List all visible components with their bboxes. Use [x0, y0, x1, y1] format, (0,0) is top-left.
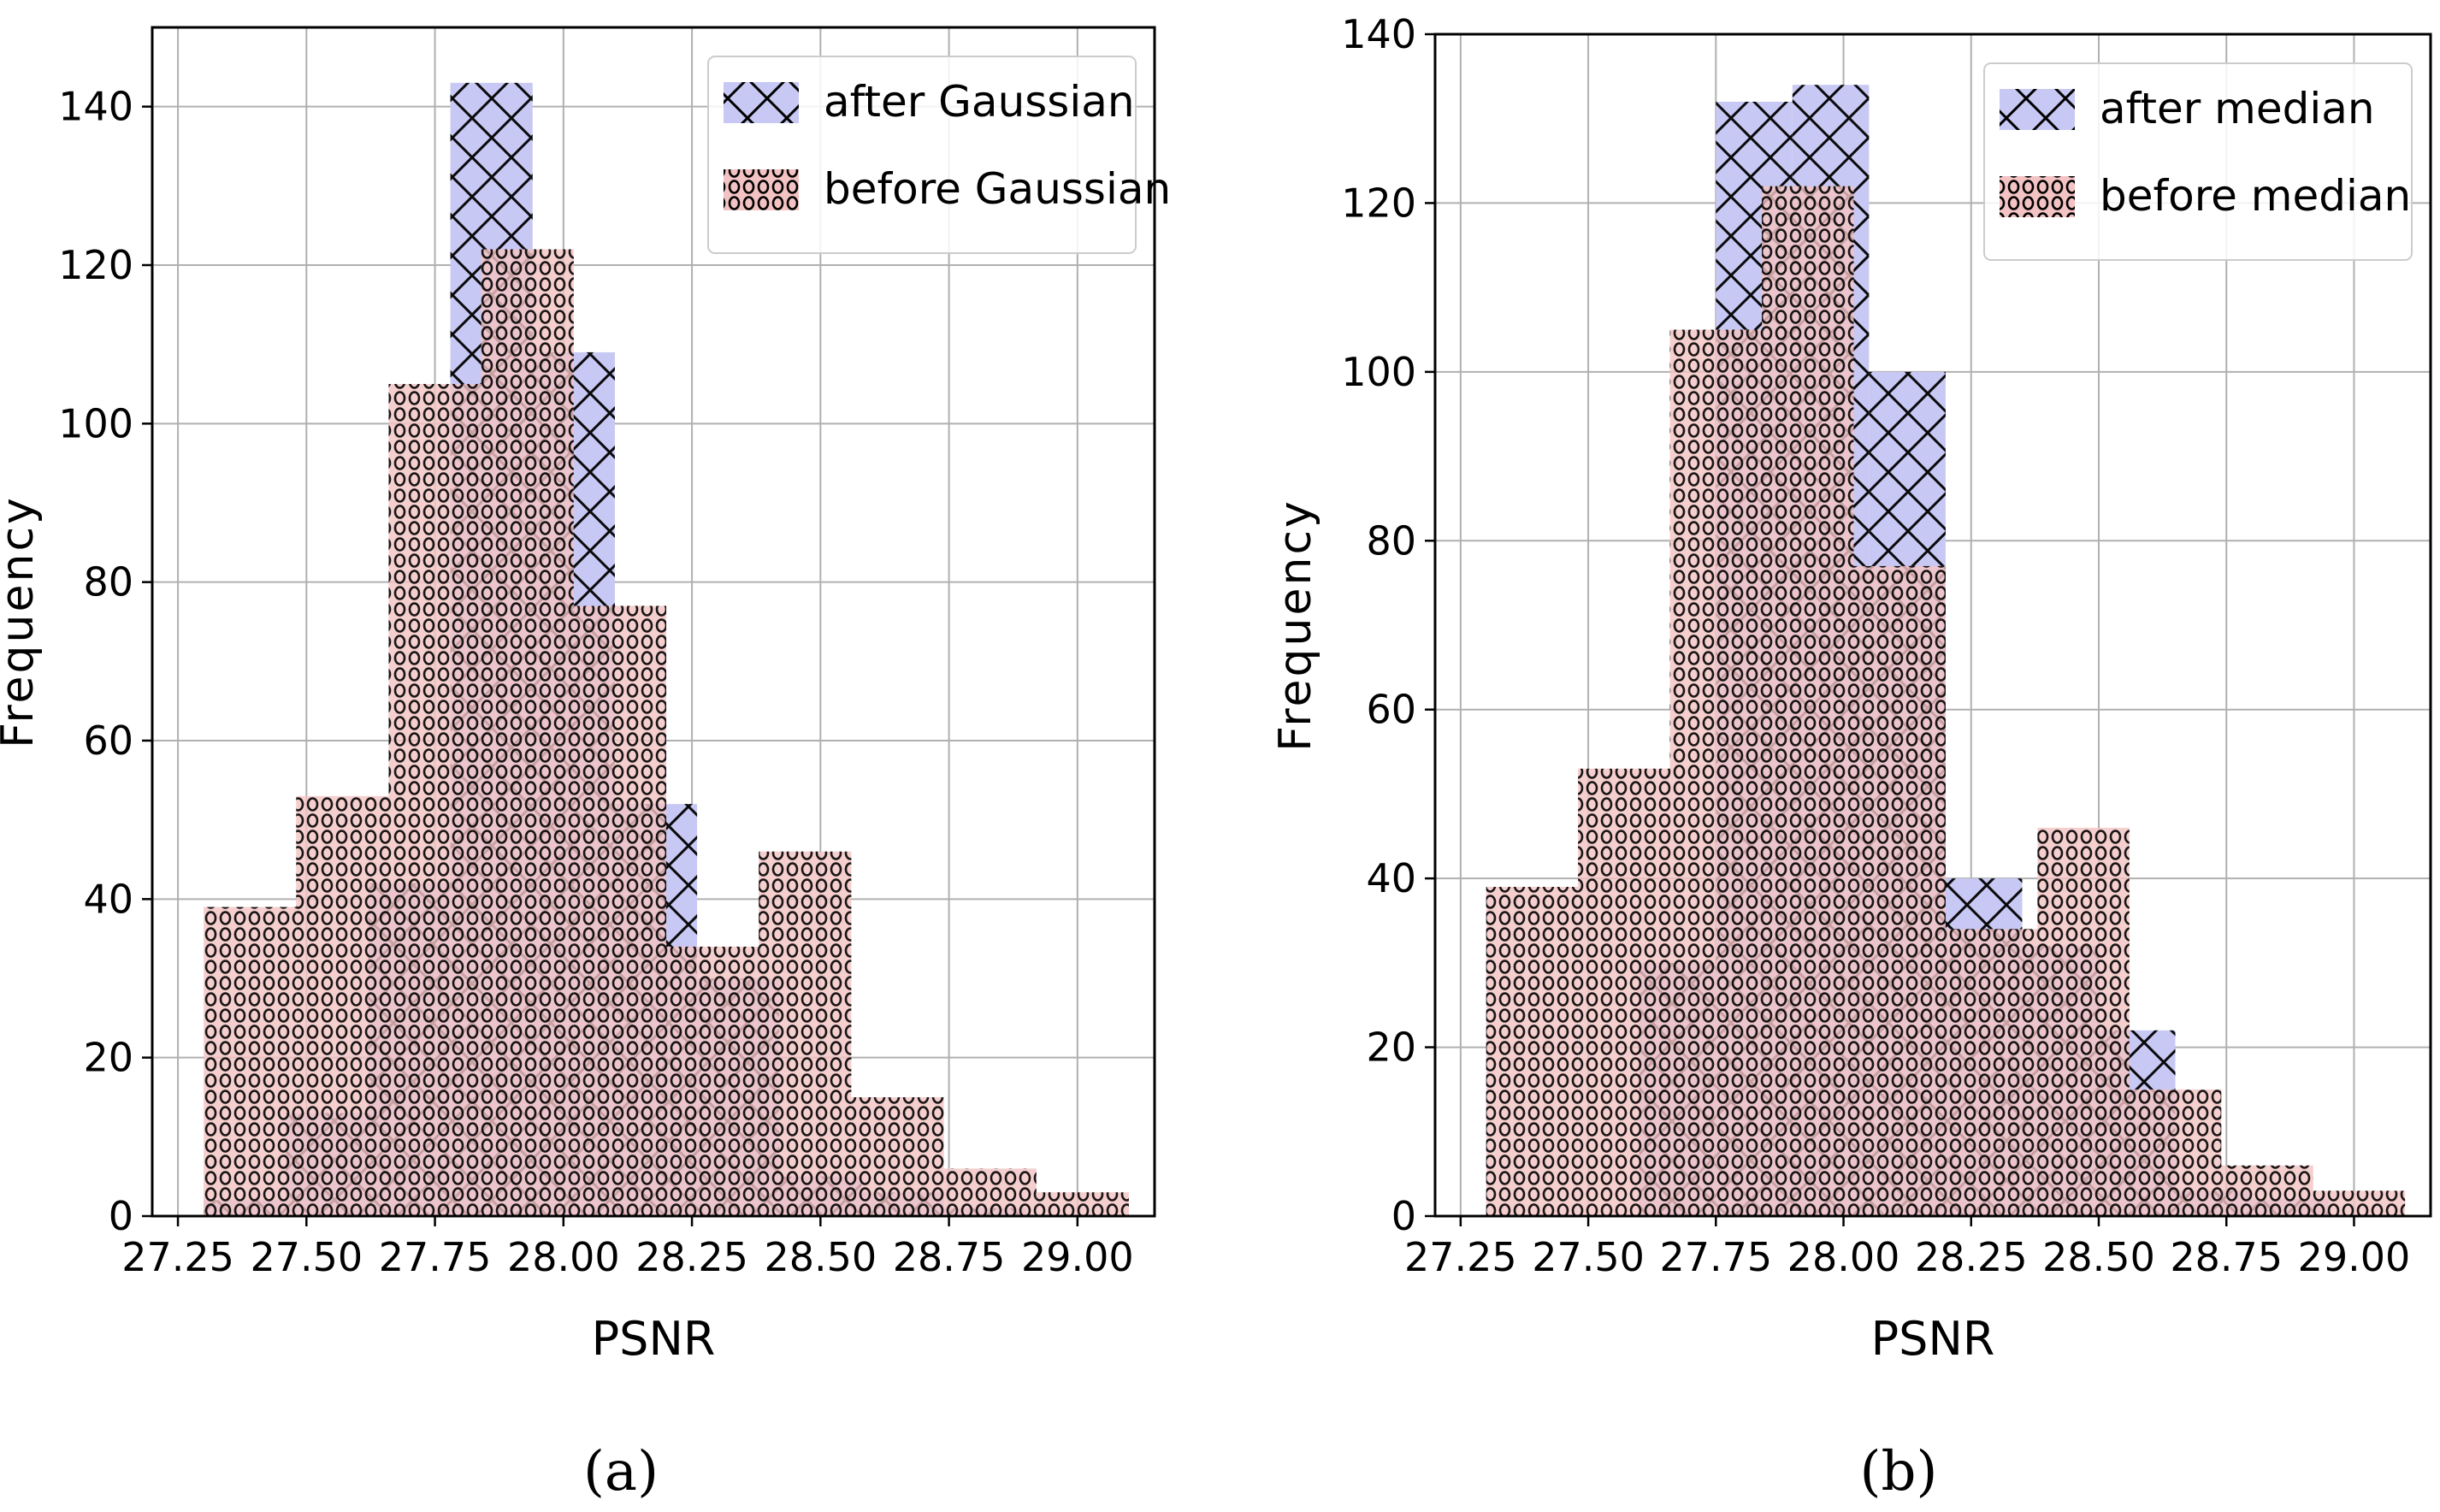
- y-tick-label: 140: [1341, 11, 1416, 57]
- legend-label: before median: [2100, 171, 2411, 221]
- legend: after median before median: [1983, 62, 2413, 261]
- y-tick-label: 20: [1366, 1025, 1416, 1071]
- legend-label: after Gaussian: [824, 77, 1135, 127]
- histogram-bar-hatch: [1486, 887, 1579, 1216]
- histogram-bar-hatch: [943, 1168, 1037, 1216]
- x-tick-label: 28.25: [1915, 1234, 2028, 1280]
- y-axis-title: Frequency: [1270, 499, 1321, 752]
- x-tick-label: 29.00: [1021, 1234, 1134, 1280]
- panel-label: (b): [1860, 1440, 1938, 1503]
- histogram-bar-hatch: [2221, 1165, 2313, 1216]
- legend-label: before Gaussian: [824, 164, 1171, 214]
- x-tick-label: 27.25: [121, 1234, 234, 1280]
- axes-frame: [151, 26, 1156, 1218]
- legend-box: [1983, 62, 2413, 261]
- x-tick-label: 27.75: [1659, 1234, 1772, 1280]
- chart-panel-b: 27.25 27.50 27.75 28.00 28.25 28.50 28.75 29.00…: [1270, 11, 2432, 1503]
- x-tick-label: 28.75: [893, 1234, 1006, 1280]
- axes-frame: [1433, 32, 2432, 1218]
- histogram-bar-hatch: [573, 605, 667, 1216]
- x-tick-label: 28.00: [1787, 1234, 1900, 1280]
- histogram-bar-hatch: [2313, 1190, 2406, 1216]
- histogram-bar-hatch: [481, 249, 574, 1216]
- histogram-bar-hatch: [1036, 1192, 1129, 1216]
- legend-swatch-hatch: [2000, 89, 2075, 130]
- y-axis-title: Frequency: [0, 495, 44, 748]
- histogram-bar-hatch: [851, 1097, 944, 1216]
- histogram-bar-hatch: [759, 851, 852, 1216]
- x-tick-label: 28.25: [635, 1234, 748, 1280]
- x-tick-label: 27.25: [1404, 1234, 1517, 1280]
- legend-label: after median: [2100, 84, 2375, 133]
- legend-swatch-hatch: [724, 169, 799, 210]
- chart-panel-a: 27.25 27.50 27.75 28.00 28.25 28.50 28.75 29.00…: [0, 26, 1171, 1503]
- histogram-bar-hatch: [2129, 1089, 2222, 1216]
- panel-label: (a): [583, 1440, 659, 1503]
- x-tick-label: 27.75: [379, 1234, 492, 1280]
- legend-swatch-hatch: [2000, 176, 2075, 217]
- y-tick-label: 80: [1366, 517, 1416, 564]
- histogram-bar-hatch: [204, 907, 297, 1216]
- y-tick-label: 120: [58, 242, 133, 288]
- histogram-bar-hatch: [666, 946, 759, 1216]
- legend-swatch-hatch: [724, 82, 799, 123]
- x-axis-title: PSNR: [592, 1312, 716, 1366]
- histogram-bar-hatch: [296, 795, 389, 1216]
- histogram-bar-hatch: [2037, 827, 2130, 1216]
- y-tick-label: 0: [1391, 1193, 1416, 1239]
- y-tick-label: 80: [83, 559, 133, 605]
- x-tick-label: 28.75: [2170, 1234, 2283, 1280]
- histogram-bar-hatch: [1853, 565, 1946, 1216]
- y-tick-label: 0: [109, 1193, 133, 1239]
- y-tick-label: 60: [83, 718, 133, 764]
- histogram-bar-hatch: [1945, 929, 2038, 1216]
- histogram-bar-hatch: [1669, 329, 1763, 1216]
- histogram-bar-hatch: [1762, 186, 1854, 1217]
- x-tick-label: 27.50: [250, 1234, 363, 1280]
- legend-box: [707, 56, 1137, 254]
- legend: after Gaussian before Gaussian: [707, 56, 1171, 254]
- y-tick-label: 60: [1366, 687, 1416, 733]
- y-tick-label: 100: [58, 400, 133, 446]
- x-tick-label: 29.00: [2298, 1234, 2411, 1280]
- histogram-bar-hatch: [1578, 768, 1670, 1216]
- x-tick-label: 28.50: [2042, 1234, 2155, 1280]
- x-axis-title: PSNR: [1871, 1312, 1995, 1366]
- y-tick-label: 100: [1341, 349, 1416, 395]
- x-tick-label: 28.50: [764, 1234, 877, 1280]
- histogram-bar-hatch: [388, 384, 482, 1216]
- y-tick-label: 140: [58, 84, 133, 130]
- x-tick-label: 27.50: [1532, 1234, 1645, 1280]
- x-tick-label: 28.00: [507, 1234, 620, 1280]
- y-tick-label: 40: [1366, 855, 1416, 901]
- y-tick-label: 120: [1341, 180, 1416, 226]
- y-tick-label: 20: [83, 1035, 133, 1081]
- y-tick-label: 40: [83, 876, 133, 922]
